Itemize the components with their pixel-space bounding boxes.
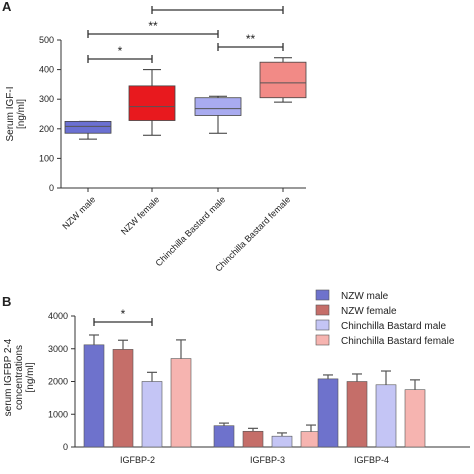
y-tick-label-b: 1000 <box>48 409 68 419</box>
legend-swatch-nzw-female <box>315 304 330 316</box>
sig-label-a: ** <box>246 32 256 46</box>
sig-label-b: * <box>121 307 126 321</box>
legend-swatch-chinchilla-bastard-female <box>315 334 330 346</box>
y-tick-label-a: 100 <box>39 153 54 163</box>
bar-chinchilla-bastard-female-igfbp-4 <box>404 389 426 448</box>
x-tick-label-chinchilla-bastard-male: Chinchilla Bastard male <box>153 194 227 268</box>
legend-label-nzw-female: NZW female <box>341 306 397 317</box>
bar-nzw-female-igfbp-4 <box>346 381 368 448</box>
y-tick-label-b: 4000 <box>48 311 68 321</box>
x-tick-label-chinchilla-bastard-female: Chinchilla Bastard female <box>213 194 292 273</box>
bar-nzw-female-igfbp-3 <box>242 430 264 448</box>
legend-swatch-chinchilla-bastard-male <box>315 319 330 331</box>
y-tick-label-a: 200 <box>39 124 54 134</box>
x-tick-label-igfbp-3: IGFBP-3 <box>250 455 285 465</box>
bar-nzw-male-igfbp-4 <box>317 378 339 448</box>
bar-chinchilla-bastard-male-igfbp-3 <box>271 435 293 448</box>
bar-nzw-male-igfbp-3 <box>213 425 235 448</box>
y-tick-label-a: 500 <box>39 35 54 45</box>
y-axis-label-a: Serum IGF-I[ng/ml] <box>5 86 27 141</box>
box-plot-igf1: 0 100 200 300 400 500 Serum IGF-I[ng/ml] NZW ma… <box>5 6 307 274</box>
x-tick-label-nzw-male: NZW male <box>60 194 97 231</box>
y-axis-label-line: serum IGFBP 2-4 <box>3 338 14 416</box>
y-tick-label-b: 2000 <box>48 377 68 387</box>
legend-label-nzw-male: NZW male <box>341 291 389 302</box>
y-tick-label-a: 0 <box>49 183 54 193</box>
x-tick-label-nzw-female: NZW female <box>119 194 161 236</box>
sig-label-a: * <box>118 44 123 58</box>
legend-label-chinchilla-bastard-female: Chinchilla Bastard female <box>341 336 455 347</box>
box-chinchilla-bastard-female <box>259 61 307 99</box>
panel-label-b: B <box>2 294 11 309</box>
bar-chart-igfbp: 0 1000 2000 3000 4000 serum IGFBP 2-4concentr… <box>3 289 470 465</box>
y-axis-label-b: serum IGFBP 2-4concentrations[ng/ml] <box>3 338 36 416</box>
bar-nzw-male-igfbp-2 <box>83 344 105 448</box>
y-axis-label-line: [ng/ml] <box>25 362 36 392</box>
legend-swatch-nzw-male <box>315 289 330 301</box>
legend-label-chinchilla-bastard-male: Chinchilla Bastard male <box>341 321 446 332</box>
bar-nzw-female-igfbp-2 <box>112 349 134 448</box>
y-tick-label-b: 3000 <box>48 344 68 354</box>
legend: NZW male NZW female Chinchilla Bastard mal… <box>315 289 455 347</box>
box-chinchilla-bastard-male <box>194 97 242 116</box>
y-axis-label-line: concentrations <box>14 345 25 410</box>
bar-chinchilla-bastard-male-igfbp-2 <box>141 381 163 448</box>
bar-chinchilla-bastard-male-igfbp-4 <box>375 384 397 448</box>
box-nzw-male <box>64 121 112 134</box>
x-tick-label-igfbp-2: IGFBP-2 <box>120 455 155 465</box>
y-tick-label-a: 300 <box>39 94 54 104</box>
y-axis-label-line: Serum IGF-I <box>5 86 16 141</box>
y-tick-label-b: 0 <box>63 442 68 452</box>
y-tick-label-a: 400 <box>39 65 54 75</box>
sig-label-a: ** <box>148 19 158 33</box>
box-nzw-female <box>128 85 176 121</box>
panel-label-a: A <box>2 0 12 14</box>
y-axis-label-line: [ng/ml] <box>16 99 27 129</box>
x-tick-label-igfbp-4: IGFBP-4 <box>354 455 389 465</box>
bar-chinchilla-bastard-female-igfbp-2 <box>170 358 192 448</box>
